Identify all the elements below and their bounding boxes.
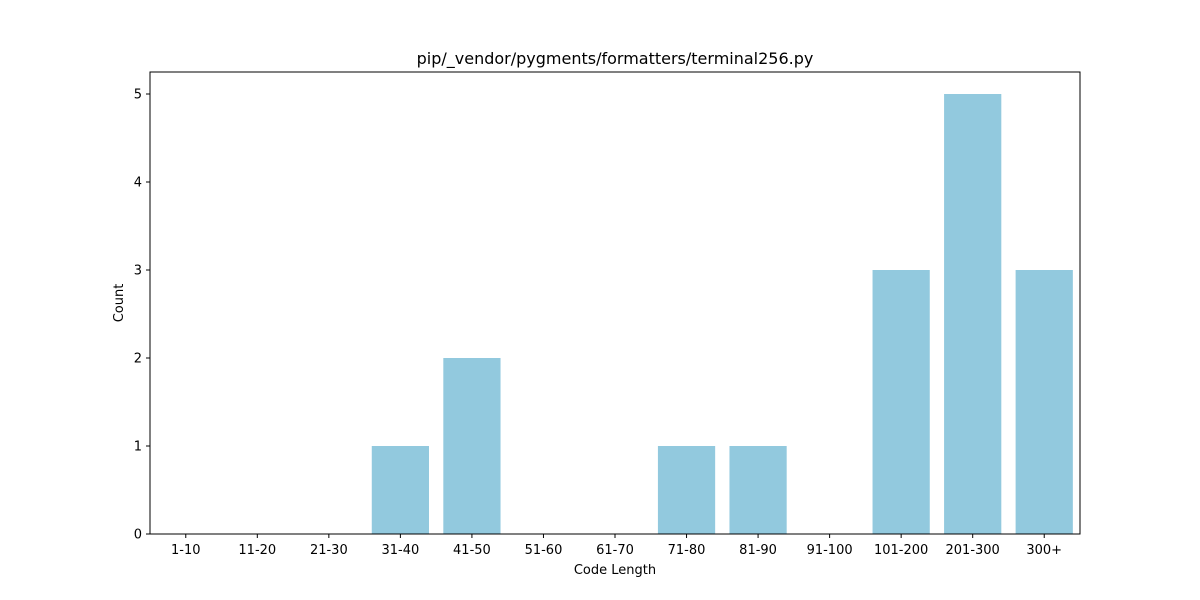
bar-group bbox=[371, 94, 1073, 534]
y-axis-label: Count bbox=[112, 284, 127, 323]
x-axis-label: Code Length bbox=[574, 563, 656, 578]
bar-41-50 bbox=[443, 358, 501, 534]
x-tick-label: 201-300 bbox=[946, 543, 1000, 558]
bar-201-300 bbox=[944, 94, 1002, 534]
y-tick-label: 4 bbox=[134, 176, 142, 191]
x-axis: 1-10 11-20 21-30 31-40 41-50 51-60 61-70 71-80 8… bbox=[171, 534, 1062, 558]
x-tick-label: 31-40 bbox=[381, 543, 419, 558]
y-tick-label: 1 bbox=[134, 440, 142, 455]
x-tick-label: 300+ bbox=[1026, 543, 1062, 558]
x-tick-label: 101-200 bbox=[874, 543, 928, 558]
y-tick-label: 2 bbox=[134, 352, 142, 367]
y-tick-label: 5 bbox=[134, 88, 142, 103]
x-tick-label: 71-80 bbox=[668, 543, 706, 558]
bar-81-90 bbox=[729, 446, 787, 534]
bar-31-40 bbox=[371, 446, 429, 534]
bar-300+ bbox=[1015, 270, 1073, 534]
x-tick-label: 51-60 bbox=[525, 543, 563, 558]
y-tick-label: 3 bbox=[134, 264, 142, 279]
y-tick-label: 0 bbox=[134, 528, 142, 543]
x-tick-label: 1-10 bbox=[171, 543, 201, 558]
x-tick-label: 91-100 bbox=[807, 543, 853, 558]
x-tick-label: 61-70 bbox=[596, 543, 634, 558]
chart-title: pip/_vendor/pygments/formatters/terminal… bbox=[417, 49, 814, 69]
x-tick-label: 41-50 bbox=[453, 543, 491, 558]
x-tick-label: 81-90 bbox=[739, 543, 777, 558]
bar-101-200 bbox=[872, 270, 930, 534]
x-tick-label: 11-20 bbox=[238, 543, 276, 558]
x-tick-label: 21-30 bbox=[310, 543, 348, 558]
y-axis: 0 1 2 3 4 5 bbox=[134, 88, 150, 543]
bar-71-80 bbox=[657, 446, 716, 534]
